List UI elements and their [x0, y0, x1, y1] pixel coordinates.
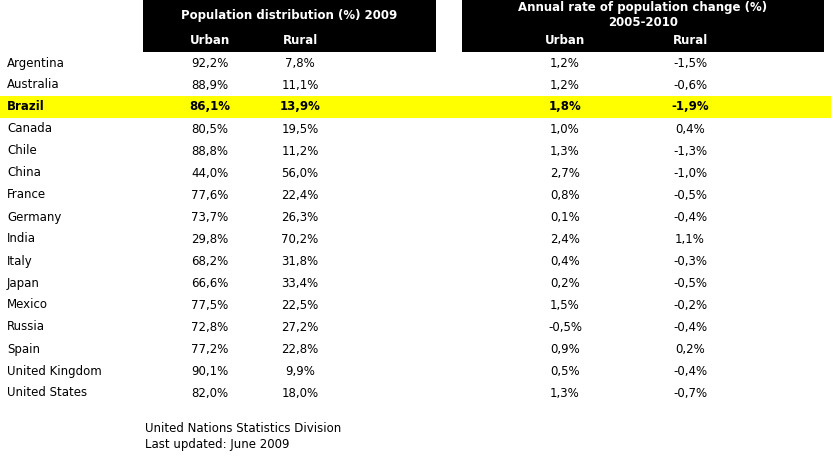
Bar: [143, 0, 436, 52]
Text: Argentina: Argentina: [7, 56, 65, 69]
Text: Canada: Canada: [7, 123, 52, 136]
Text: India: India: [7, 232, 36, 245]
Text: 27,2%: 27,2%: [282, 320, 318, 333]
Text: -0,4%: -0,4%: [673, 320, 707, 333]
Text: -0,5%: -0,5%: [673, 188, 707, 201]
Text: Population distribution (%) 2009: Population distribution (%) 2009: [181, 8, 397, 21]
Text: 1,2%: 1,2%: [550, 56, 580, 69]
Text: -0,7%: -0,7%: [673, 387, 707, 400]
Bar: [462, 0, 824, 52]
Text: Brazil: Brazil: [7, 100, 45, 113]
Text: -1,5%: -1,5%: [673, 56, 707, 69]
Text: -1,9%: -1,9%: [671, 100, 709, 113]
Text: Australia: Australia: [7, 79, 60, 92]
Bar: [0, 96, 831, 118]
Text: 0,5%: 0,5%: [550, 364, 580, 377]
Text: Urban: Urban: [189, 35, 230, 48]
Text: 70,2%: 70,2%: [282, 232, 318, 245]
Text: 73,7%: 73,7%: [191, 211, 229, 224]
Text: 0,2%: 0,2%: [675, 343, 705, 356]
Text: -0,5%: -0,5%: [673, 276, 707, 289]
Text: 72,8%: 72,8%: [191, 320, 229, 333]
Text: Urban: Urban: [545, 35, 585, 48]
Text: United Nations Statistics Division: United Nations Statistics Division: [145, 422, 342, 435]
Text: 11,1%: 11,1%: [282, 79, 318, 92]
Text: 22,8%: 22,8%: [282, 343, 318, 356]
Text: 1,2%: 1,2%: [550, 79, 580, 92]
Text: 0,2%: 0,2%: [550, 276, 580, 289]
Text: 1,1%: 1,1%: [675, 232, 705, 245]
Text: 66,6%: 66,6%: [191, 276, 229, 289]
Text: -0,5%: -0,5%: [548, 320, 582, 333]
Text: 0,4%: 0,4%: [550, 255, 580, 268]
Text: 1,5%: 1,5%: [550, 299, 580, 312]
Text: Italy: Italy: [7, 255, 32, 268]
Text: 11,2%: 11,2%: [282, 144, 318, 157]
Text: 22,5%: 22,5%: [282, 299, 318, 312]
Text: Germany: Germany: [7, 211, 61, 224]
Text: 77,6%: 77,6%: [191, 188, 229, 201]
Text: 1,8%: 1,8%: [548, 100, 582, 113]
Text: 29,8%: 29,8%: [191, 232, 229, 245]
Text: United Kingdom: United Kingdom: [7, 364, 101, 377]
Text: 33,4%: 33,4%: [282, 276, 318, 289]
Text: Spain: Spain: [7, 343, 40, 356]
Text: 86,1%: 86,1%: [189, 100, 230, 113]
Text: 77,2%: 77,2%: [191, 343, 229, 356]
Text: -1,0%: -1,0%: [673, 167, 707, 180]
Text: 7,8%: 7,8%: [285, 56, 315, 69]
Text: Last updated: June 2009: Last updated: June 2009: [145, 438, 289, 451]
Text: 92,2%: 92,2%: [191, 56, 229, 69]
Text: 26,3%: 26,3%: [282, 211, 318, 224]
Text: Mexico: Mexico: [7, 299, 48, 312]
Text: 2,7%: 2,7%: [550, 167, 580, 180]
Text: 77,5%: 77,5%: [191, 299, 229, 312]
Text: 0,1%: 0,1%: [550, 211, 580, 224]
Text: 56,0%: 56,0%: [282, 167, 318, 180]
Text: 1,0%: 1,0%: [550, 123, 580, 136]
Text: 82,0%: 82,0%: [191, 387, 229, 400]
Text: -0,2%: -0,2%: [673, 299, 707, 312]
Text: 0,9%: 0,9%: [550, 343, 580, 356]
Text: 0,4%: 0,4%: [675, 123, 705, 136]
Text: Japan: Japan: [7, 276, 40, 289]
Text: 88,9%: 88,9%: [191, 79, 229, 92]
Text: Rural: Rural: [672, 35, 708, 48]
Text: 68,2%: 68,2%: [191, 255, 229, 268]
Text: China: China: [7, 167, 41, 180]
Text: 18,0%: 18,0%: [282, 387, 318, 400]
Text: Russia: Russia: [7, 320, 45, 333]
Text: 44,0%: 44,0%: [191, 167, 229, 180]
Text: -0,4%: -0,4%: [673, 364, 707, 377]
Text: France: France: [7, 188, 47, 201]
Text: 1,3%: 1,3%: [550, 144, 580, 157]
Text: 88,8%: 88,8%: [191, 144, 229, 157]
Text: Annual rate of population change (%)
2005-2010: Annual rate of population change (%) 200…: [519, 1, 768, 29]
Text: 0,8%: 0,8%: [550, 188, 580, 201]
Text: 90,1%: 90,1%: [191, 364, 229, 377]
Text: 80,5%: 80,5%: [191, 123, 229, 136]
Text: 22,4%: 22,4%: [282, 188, 318, 201]
Text: -0,6%: -0,6%: [673, 79, 707, 92]
Text: 31,8%: 31,8%: [282, 255, 318, 268]
Text: 1,3%: 1,3%: [550, 387, 580, 400]
Text: -0,3%: -0,3%: [673, 255, 707, 268]
Text: United States: United States: [7, 387, 87, 400]
Text: -1,3%: -1,3%: [673, 144, 707, 157]
Text: 19,5%: 19,5%: [282, 123, 318, 136]
Text: -0,4%: -0,4%: [673, 211, 707, 224]
Text: 13,9%: 13,9%: [279, 100, 321, 113]
Text: 9,9%: 9,9%: [285, 364, 315, 377]
Text: 2,4%: 2,4%: [550, 232, 580, 245]
Text: Rural: Rural: [283, 35, 317, 48]
Text: Chile: Chile: [7, 144, 37, 157]
